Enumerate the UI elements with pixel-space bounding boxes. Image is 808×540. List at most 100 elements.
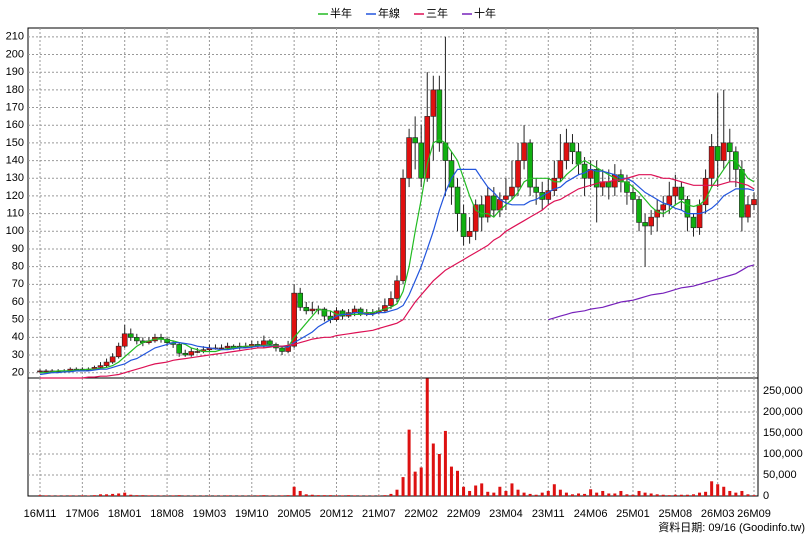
- candle-body: [454, 186, 461, 214]
- candle-body: [103, 361, 110, 366]
- candle-body: [678, 186, 685, 200]
- legend-label: 三年: [426, 6, 448, 20]
- volume-panel: [27, 377, 759, 497]
- moving-average-line: [548, 264, 755, 321]
- volume-tick-label: 150,000: [763, 427, 803, 439]
- legend-label: 十年: [474, 6, 496, 20]
- volume-bar: [577, 493, 581, 496]
- candle-body: [279, 347, 285, 352]
- y-tick-label: 170: [6, 101, 24, 113]
- x-tick-label: 26M03: [701, 508, 735, 520]
- candle-body: [321, 308, 328, 317]
- volume-bar: [528, 493, 532, 496]
- x-tick-label: 16M11: [24, 508, 57, 520]
- candle-body: [339, 310, 346, 317]
- candle-body: [751, 199, 757, 206]
- volume-bar: [685, 494, 689, 496]
- x-tick-label: 24M06: [574, 508, 608, 520]
- volume-bar: [304, 494, 308, 496]
- volume-bar: [462, 486, 466, 496]
- x-tick-label: 20M12: [320, 508, 354, 520]
- x-tick-label: 23M11: [532, 508, 565, 520]
- volume-bar: [177, 495, 181, 496]
- volume-bar: [347, 495, 351, 496]
- legend-label: 半年: [330, 6, 352, 20]
- candle-body: [309, 308, 316, 312]
- volume-bar: [667, 495, 671, 496]
- volume-bar: [431, 443, 435, 496]
- volume-bar: [468, 490, 472, 496]
- candle-body: [134, 337, 140, 342]
- volume-bar: [141, 495, 145, 496]
- candle-body: [551, 177, 558, 191]
- volume-bar: [474, 485, 478, 496]
- candle-body: [412, 137, 418, 144]
- volume-bar: [746, 494, 750, 496]
- y-tick-label: 40: [12, 331, 24, 343]
- volume-bar: [117, 493, 121, 496]
- volume-bar: [341, 495, 345, 496]
- candle-body: [745, 204, 751, 218]
- volume-bar: [280, 495, 284, 496]
- x-tick-label: 21M07: [362, 508, 396, 520]
- volume-bar: [691, 494, 695, 496]
- candle-body: [424, 116, 431, 179]
- candle-body: [188, 351, 195, 356]
- y-tick-label: 50: [12, 314, 24, 326]
- volume-bar: [395, 489, 399, 496]
- candle-body: [666, 195, 673, 206]
- candle-body: [515, 160, 521, 188]
- candle-body: [97, 365, 104, 368]
- volume-tick-label: 0: [763, 490, 769, 502]
- candle-body: [460, 213, 467, 237]
- candle-body: [521, 142, 527, 161]
- candle-body: [593, 169, 600, 188]
- x-tick-label: 18M08: [150, 508, 184, 520]
- volume-tick-label: 50,000: [763, 469, 797, 481]
- candle-body: [581, 163, 588, 179]
- volume-bar: [679, 494, 683, 496]
- volume-bar: [643, 492, 647, 496]
- candle-body: [660, 204, 667, 211]
- y-tick-label: 150: [6, 137, 24, 149]
- candle-body: [194, 351, 201, 353]
- volume-bar: [316, 495, 320, 496]
- volume-bar: [68, 495, 72, 496]
- candle-body: [527, 142, 533, 188]
- y-tick-label: 100: [6, 225, 24, 237]
- volume-bar: [710, 481, 714, 496]
- candle-body: [176, 344, 182, 354]
- x-tick-label: 25M08: [659, 508, 693, 520]
- candle-body: [714, 146, 721, 161]
- volume-bar: [334, 495, 338, 496]
- volume-bar: [443, 430, 447, 496]
- volume-bar: [613, 493, 617, 496]
- candle-body: [690, 216, 697, 229]
- candle-body: [436, 89, 443, 144]
- volume-bar: [111, 493, 115, 496]
- volume-bar: [135, 495, 139, 496]
- volume-bar: [322, 495, 326, 496]
- candle-body: [654, 209, 660, 218]
- x-tick-label: 22M09: [447, 508, 481, 520]
- x-tick-label: 19M10: [235, 508, 269, 520]
- volume-tick-label: 100,000: [763, 448, 803, 460]
- y-tick-label: 140: [6, 154, 24, 166]
- volume-bar: [522, 492, 526, 496]
- volume-bar: [595, 492, 599, 496]
- volume-bar: [286, 495, 290, 496]
- candle-body: [418, 142, 425, 179]
- volume-bar: [673, 494, 677, 496]
- candle-body: [109, 356, 116, 363]
- volume-bar: [619, 490, 623, 496]
- candle-body: [605, 181, 612, 188]
- candle-body: [575, 151, 582, 165]
- candle-body: [297, 292, 303, 308]
- volume-bar: [44, 495, 48, 496]
- candle-body: [394, 280, 400, 299]
- volume-bar: [105, 494, 109, 496]
- volume-bar: [504, 490, 508, 496]
- candle-body: [400, 177, 406, 282]
- volume-bar: [534, 494, 538, 496]
